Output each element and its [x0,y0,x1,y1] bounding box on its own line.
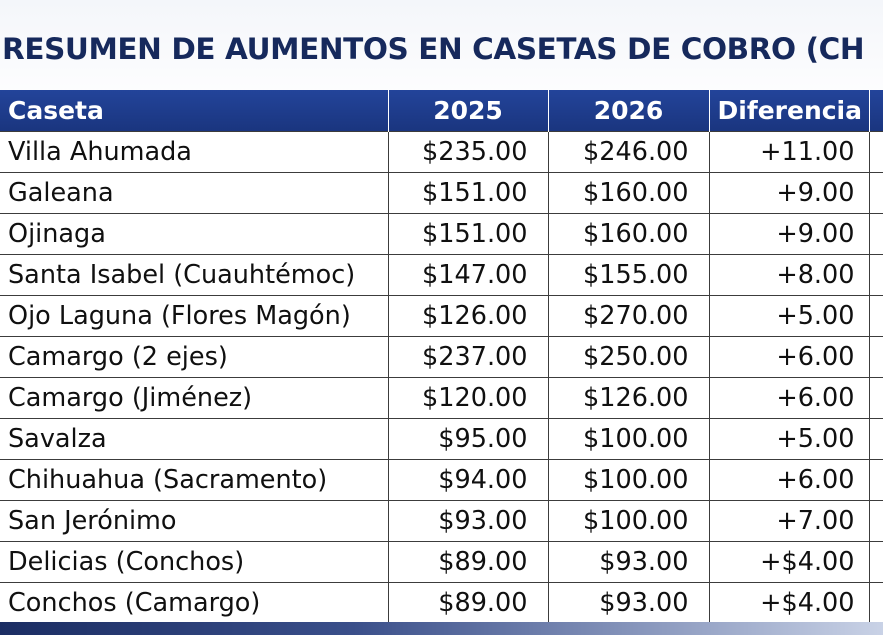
cell-2025: $94.00 [387,458,549,501]
page-title: RESUMEN DE AUMENTOS EN CASETAS DE COBRO … [2,32,865,66]
cell-diferencia: +5.00 [708,294,870,337]
table-body: Villa Ahumada $235.00 $246.00 +11.00 Galeana… [0,130,883,624]
cell-caseta: Camargo (Jiménez) [0,376,389,419]
cell-caseta: Ojinaga [0,212,389,255]
cell-diferencia: +9.00 [708,212,870,255]
cell-diferencia: +6.00 [708,458,870,501]
cell-cut-off-column [868,130,883,173]
cell-2025: $120.00 [387,376,549,419]
cell-2026: $100.00 [547,458,710,501]
cell-2025: $93.00 [387,499,549,542]
table-row: Ojo Laguna (Flores Magón) $126.00 $270.00 +… [0,294,883,337]
table-row: Delicias (Conchos) $89.00 $93.00 +$4.00 [0,540,883,583]
cell-2026: $160.00 [547,171,710,214]
table-row: Ojinaga $151.00 $160.00 +9.00 [0,212,883,255]
cell-cut-off-column [868,540,883,583]
cell-caseta: Villa Ahumada [0,130,389,173]
cell-diferencia: +6.00 [708,376,870,419]
cell-2025: $89.00 [387,581,549,624]
table-row: Savalza $95.00 $100.00 +5.00 [0,417,883,460]
cell-diferencia: +9.00 [708,171,870,214]
cell-diferencia: +11.00 [708,130,870,173]
table-row: Camargo (2 ejes) $237.00 $250.00 +6.00 [0,335,883,378]
table-row: Galeana $151.00 $160.00 +9.00 [0,171,883,214]
cell-cut-off-column [868,499,883,542]
cell-cut-off-column [868,581,883,624]
cell-cut-off-column [868,212,883,255]
cell-cut-off-column [868,458,883,501]
cell-2026: $100.00 [547,417,710,460]
cell-diferencia: +7.00 [708,499,870,542]
cell-caseta: Delicias (Conchos) [0,540,389,583]
table-row: Santa Isabel (Cuauhtémoc) $147.00 $155.00 +… [0,253,883,296]
cell-2025: $151.00 [387,171,549,214]
header-2026: 2026 [547,90,709,131]
cell-caseta: San Jerónimo [0,499,389,542]
cell-cut-off-column [868,171,883,214]
cell-2025: $237.00 [387,335,549,378]
table-header-row: Caseta 2025 2026 Diferencia [0,90,883,131]
table-row: Villa Ahumada $235.00 $246.00 +11.00 [0,130,883,173]
header-caseta: Caseta [0,90,388,131]
cell-2026: $155.00 [547,253,710,296]
toll-rates-table: Caseta 2025 2026 Diferencia Villa Ahumad… [0,90,883,624]
cell-2026: $93.00 [547,581,710,624]
cell-diferencia: +$4.00 [708,540,870,583]
cell-2025: $151.00 [387,212,549,255]
table-row: San Jerónimo $93.00 $100.00 +7.00 [0,499,883,542]
cell-2025: $126.00 [387,294,549,337]
cell-diferencia: +5.00 [708,417,870,460]
cell-diferencia: +6.00 [708,335,870,378]
cell-2026: $100.00 [547,499,710,542]
table-row: Conchos (Camargo) $89.00 $93.00 +$4.00 [0,581,883,624]
table-row: Chihuahua (Sacramento) $94.00 $100.00 +6.00 [0,458,883,501]
header-diferencia: Diferencia [708,90,869,131]
cell-caseta: Conchos (Camargo) [0,581,389,624]
cell-cut-off-column [868,294,883,337]
cell-caseta: Chihuahua (Sacramento) [0,458,389,501]
cell-caseta: Camargo (2 ejes) [0,335,389,378]
table-row: Camargo (Jiménez) $120.00 $126.00 +6.00 [0,376,883,419]
cell-2025: $235.00 [387,130,549,173]
cell-caseta: Galeana [0,171,389,214]
cell-cut-off-column [868,253,883,296]
cell-cut-off-column [868,417,883,460]
header-cut-off-column [868,90,883,131]
cell-2026: $126.00 [547,376,710,419]
cell-2026: $270.00 [547,294,710,337]
cell-cut-off-column [868,376,883,419]
cell-caseta: Ojo Laguna (Flores Magón) [0,294,389,337]
cell-diferencia: +$4.00 [708,581,870,624]
cell-2025: $89.00 [387,540,549,583]
bottom-band [0,622,883,635]
cell-cut-off-column [868,335,883,378]
cell-2025: $147.00 [387,253,549,296]
header-2025: 2025 [387,90,548,131]
cell-2025: $95.00 [387,417,549,460]
cell-diferencia: +8.00 [708,253,870,296]
cell-2026: $93.00 [547,540,710,583]
cell-2026: $160.00 [547,212,710,255]
cell-2026: $250.00 [547,335,710,378]
cell-caseta: Santa Isabel (Cuauhtémoc) [0,253,389,296]
cell-2026: $246.00 [547,130,710,173]
cell-caseta: Savalza [0,417,389,460]
